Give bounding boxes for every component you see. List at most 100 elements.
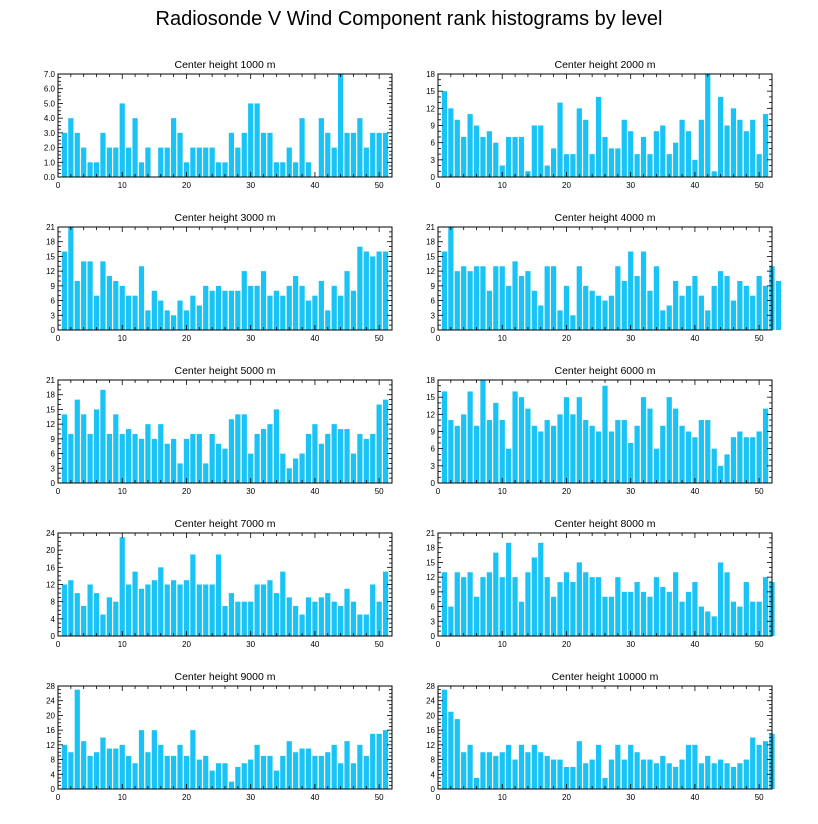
histogram-bar	[762, 408, 769, 483]
histogram-bar	[325, 310, 331, 330]
histogram-bar	[177, 463, 183, 483]
y-tick-label: 18	[426, 376, 435, 385]
histogram-bar	[382, 571, 389, 636]
histogram-bar	[660, 755, 666, 789]
y-tick-label: 0	[431, 326, 436, 335]
histogram-bar	[145, 147, 151, 177]
histogram-bar	[750, 119, 756, 177]
y-tick-label: 12	[46, 267, 55, 276]
y-tick-label: 3	[431, 617, 436, 626]
x-tick-label: 30	[246, 181, 255, 190]
y-tick-label: 12	[426, 267, 435, 276]
histogram-bar	[743, 759, 749, 789]
x-tick-label: 10	[118, 334, 127, 343]
histogram-bar	[370, 433, 376, 483]
histogram-bar	[640, 759, 647, 789]
histogram-bar	[705, 74, 711, 177]
histogram-bar	[621, 119, 627, 177]
histogram-bar	[293, 605, 299, 636]
histogram-bar	[215, 443, 222, 483]
histogram-bar	[196, 147, 202, 177]
histogram-bar	[448, 711, 454, 789]
histogram-bar	[467, 391, 473, 483]
histogram-bar	[228, 132, 235, 177]
y-tick-label: 6.0	[44, 85, 56, 94]
x-tick-label: 40	[310, 487, 319, 496]
histogram-bar	[762, 114, 769, 177]
histogram-bar	[551, 148, 557, 177]
x-tick-label: 50	[375, 181, 384, 190]
histogram-bar	[254, 433, 260, 483]
histogram-bar	[299, 453, 305, 483]
histogram-panel-5: Center height 5000 m 0 3 6 9 12 15 18 21 0 10 20 30 4…	[46, 365, 393, 496]
histogram-bar	[743, 582, 749, 636]
histogram-bar	[350, 453, 357, 483]
y-tick-label: 3	[431, 156, 436, 165]
histogram-bar	[473, 596, 480, 636]
histogram-bar	[318, 443, 324, 483]
histogram-bar	[660, 125, 666, 177]
y-tick-label: 15	[426, 558, 435, 567]
histogram-panel-9: Center height 9000 m 0 4 8 12 16 20 24 28 0 10 20 30…	[46, 671, 393, 802]
y-tick-label: 12	[426, 104, 435, 113]
histogram-bar	[653, 448, 659, 483]
histogram-bar	[363, 438, 369, 483]
histogram-bar	[286, 285, 292, 330]
y-tick-label: 15	[426, 87, 435, 96]
histogram-bar	[119, 744, 125, 789]
histogram-bar	[506, 542, 512, 636]
histogram-bar	[493, 142, 499, 177]
y-tick-label: 8	[51, 598, 56, 607]
histogram-bar	[183, 438, 190, 483]
histogram-bar	[750, 437, 756, 483]
x-tick-label: 0	[56, 487, 61, 496]
histogram-bar	[679, 759, 685, 789]
histogram-bar	[350, 763, 357, 789]
histogram-bar	[260, 132, 267, 177]
y-tick-label: 12	[46, 741, 55, 750]
histogram-bar	[634, 425, 640, 483]
y-tick-label: 6	[51, 450, 56, 459]
histogram-bar	[190, 433, 196, 483]
histogram-bar	[602, 385, 608, 483]
histogram-bar	[698, 420, 704, 483]
x-tick-label: 30	[626, 334, 635, 343]
histogram-bar	[363, 614, 369, 636]
histogram-bar	[370, 256, 376, 330]
histogram-bar	[235, 290, 241, 330]
histogram-bar	[512, 261, 518, 330]
histogram-bar	[673, 408, 679, 483]
histogram-bar	[248, 453, 254, 483]
histogram-bar	[441, 391, 448, 483]
y-tick-label: 3	[431, 311, 436, 320]
histogram-bar	[209, 584, 215, 636]
y-tick-label: 3.0	[44, 129, 56, 138]
histogram-bar	[113, 601, 119, 636]
x-tick-label: 0	[436, 640, 441, 649]
histogram-bar	[338, 763, 344, 789]
histogram-bar	[203, 463, 209, 483]
histogram-bar	[698, 295, 704, 330]
histogram-bar	[595, 96, 602, 177]
x-tick-label: 40	[310, 181, 319, 190]
histogram-bar	[196, 305, 202, 330]
histogram-bar	[499, 752, 505, 789]
histogram-bar	[595, 431, 602, 483]
histogram-bar	[518, 744, 525, 789]
histogram-bar	[461, 136, 467, 177]
histogram-bar	[698, 763, 704, 789]
histogram-bar	[454, 271, 460, 330]
y-tick-label: 18	[46, 391, 55, 400]
x-tick-label: 30	[246, 487, 255, 496]
histogram-bar	[93, 295, 100, 330]
histogram-bar	[653, 131, 659, 177]
histogram-bar	[254, 103, 260, 177]
histogram-bar	[750, 737, 756, 789]
histogram-bar	[87, 433, 93, 483]
histogram-bar	[589, 154, 595, 177]
x-tick-label: 20	[182, 640, 191, 649]
histogram-bar	[312, 601, 318, 636]
x-tick-label: 20	[182, 793, 191, 802]
histogram-bar	[583, 763, 589, 789]
y-tick-label: 18	[426, 70, 435, 79]
